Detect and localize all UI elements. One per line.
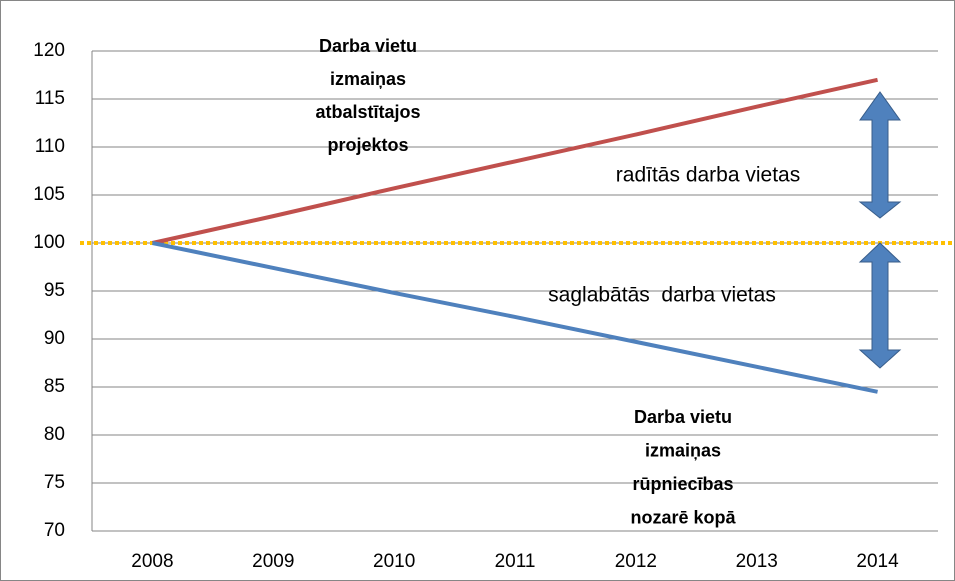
y-tick-label: 115 — [35, 88, 65, 109]
annotation: radītās darba vietas — [616, 164, 800, 187]
arrow — [858, 242, 902, 369]
x-tick-label: 2009 — [252, 551, 294, 572]
y-tick-label: 85 — [44, 376, 65, 397]
annotation: izmaiņas — [645, 440, 721, 460]
annotation: Darba vietu — [319, 36, 417, 56]
annotation: izmaiņas — [330, 69, 406, 89]
x-tick-label: 2011 — [495, 551, 536, 572]
arrows — [858, 91, 902, 369]
annotation: nozarē kopā — [630, 507, 736, 527]
line-series — [151, 77, 879, 245]
annotation: projektos — [327, 135, 408, 155]
y-tick-label: 95 — [44, 280, 65, 301]
x-tick-label: 2012 — [615, 551, 657, 572]
y-tick-label: 80 — [44, 424, 65, 445]
annotation: rūpniecības — [632, 474, 733, 494]
y-tick-label: 120 — [33, 40, 65, 61]
y-tick-label: 70 — [44, 520, 65, 541]
y-tick-label: 110 — [35, 136, 65, 157]
y-tick-label: 100 — [33, 232, 65, 253]
line-series — [152, 241, 878, 394]
y-tick-label: 75 — [44, 472, 65, 493]
arrow — [858, 91, 902, 219]
x-tick-label: 2008 — [131, 551, 173, 572]
annotation: atbalstītajos — [315, 102, 420, 122]
x-tick-label: 2010 — [373, 551, 415, 572]
annotation: Darba vietu — [634, 407, 732, 427]
x-tick-label: 2014 — [856, 551, 899, 572]
y-tick-label: 105 — [33, 184, 65, 205]
annotation: saglabātās darba vietas — [548, 284, 776, 307]
x-tick-label: 2013 — [736, 551, 778, 572]
y-tick-label: 90 — [44, 328, 65, 349]
